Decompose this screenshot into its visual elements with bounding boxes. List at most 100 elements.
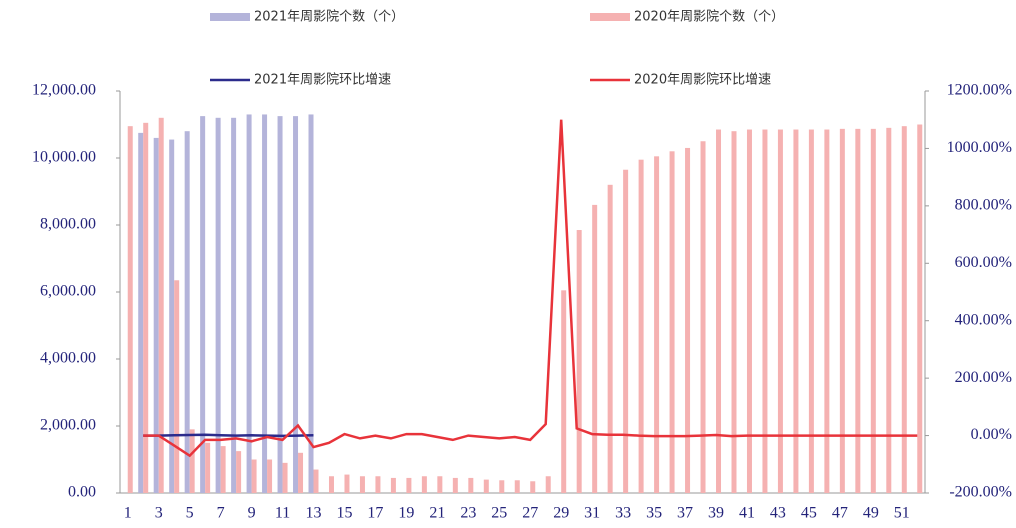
x-tick-label: 41 [739, 505, 755, 522]
bar [169, 139, 175, 493]
legend-label: 2021年周影院环比增速 [254, 73, 391, 88]
bar [421, 476, 427, 493]
bar [220, 446, 226, 493]
legend-swatch [210, 13, 250, 21]
bar [153, 137, 159, 493]
x-tick-label: 29 [553, 505, 569, 522]
line [143, 119, 918, 458]
bar [251, 459, 257, 493]
bar [184, 131, 190, 493]
bar [313, 469, 319, 493]
bar [561, 290, 567, 493]
bar [293, 116, 299, 493]
bar [685, 147, 691, 493]
x-tick-label: 43 [770, 505, 786, 522]
bar [700, 141, 706, 493]
legend-swatch [590, 13, 630, 21]
bar [793, 129, 799, 493]
y-tick-label: 12,000.00 [32, 82, 96, 99]
x-tick-label: 23 [460, 505, 476, 522]
x-tick-label: 25 [491, 505, 507, 522]
bar [215, 117, 221, 494]
x-tick-label: 19 [398, 505, 414, 522]
y2-tick-label: 1000.00% [947, 139, 1012, 156]
bar [200, 116, 206, 493]
bar [607, 184, 613, 494]
bar [468, 477, 474, 493]
x-tick-label: 31 [584, 505, 600, 522]
x-tick-label: 45 [801, 505, 817, 522]
bar [138, 132, 144, 493]
x-tick-label: 9 [248, 505, 256, 522]
bar [308, 114, 314, 493]
bar [205, 442, 211, 493]
legend-label: 2020年周影院环比增速 [634, 73, 771, 88]
bar [576, 230, 582, 493]
bar [669, 151, 675, 494]
bar [762, 129, 768, 493]
bar [870, 128, 876, 494]
bar [158, 117, 164, 494]
bar [855, 128, 861, 494]
bar [406, 477, 412, 493]
y-tick-label: 4,000.00 [40, 350, 96, 367]
x-tick-label: 39 [708, 505, 724, 522]
bar [127, 126, 133, 494]
bar [592, 204, 598, 493]
legend-label: 2020年周影院个数（个） [634, 10, 784, 25]
bar [231, 117, 237, 494]
bar [886, 127, 892, 493]
x-tick-label: 37 [677, 505, 693, 522]
x-tick-label: 7 [217, 505, 225, 522]
y-tick-label: 6,000.00 [40, 283, 96, 300]
bar [839, 128, 845, 494]
y-tick-label: 10,000.00 [32, 149, 96, 166]
x-tick-label: 11 [275, 505, 290, 522]
bar [390, 477, 396, 493]
x-tick-label: 33 [615, 505, 631, 522]
y2-tick-label: 600.00% [955, 254, 1012, 271]
x-tick-label: 51 [894, 505, 910, 522]
y2-tick-label: 400.00% [955, 311, 1012, 328]
bar [917, 124, 923, 493]
bar [452, 477, 458, 493]
y-tick-label: 0.00 [68, 484, 96, 501]
bar [824, 129, 830, 493]
x-tick-label: 21 [429, 505, 445, 522]
y2-tick-label: 1200.00% [947, 82, 1012, 99]
bar [262, 114, 268, 493]
bar [189, 429, 195, 493]
bar [514, 480, 520, 493]
x-tick-label: 3 [155, 505, 163, 522]
x-tick-label: 1 [124, 505, 132, 522]
bar [499, 480, 505, 493]
bar [638, 159, 644, 494]
bar [437, 476, 443, 493]
bar [344, 474, 350, 493]
bar [143, 122, 149, 493]
x-tick-label: 15 [336, 505, 352, 522]
x-tick-label: 49 [863, 505, 879, 522]
bar [298, 452, 304, 493]
x-tick-label: 35 [646, 505, 662, 522]
y2-tick-label: -200.00% [949, 484, 1012, 501]
bar [246, 114, 252, 493]
bar [654, 156, 660, 493]
bar [174, 280, 180, 493]
x-tick-label: 5 [186, 505, 194, 522]
bar [277, 116, 283, 493]
bar [808, 129, 814, 493]
bar [746, 129, 752, 493]
bar [545, 476, 551, 493]
y-tick-label: 2,000.00 [40, 417, 96, 434]
x-tick-label: 17 [367, 505, 383, 522]
bar [236, 451, 242, 493]
legend-label: 2021年周影院个数（个） [254, 10, 404, 25]
x-tick-label: 27 [522, 505, 538, 522]
bar [777, 129, 783, 493]
y2-tick-label: 0.00% [971, 426, 1012, 443]
y2-tick-label: 800.00% [955, 197, 1012, 214]
bar [716, 129, 722, 493]
x-tick-label: 47 [832, 505, 848, 522]
